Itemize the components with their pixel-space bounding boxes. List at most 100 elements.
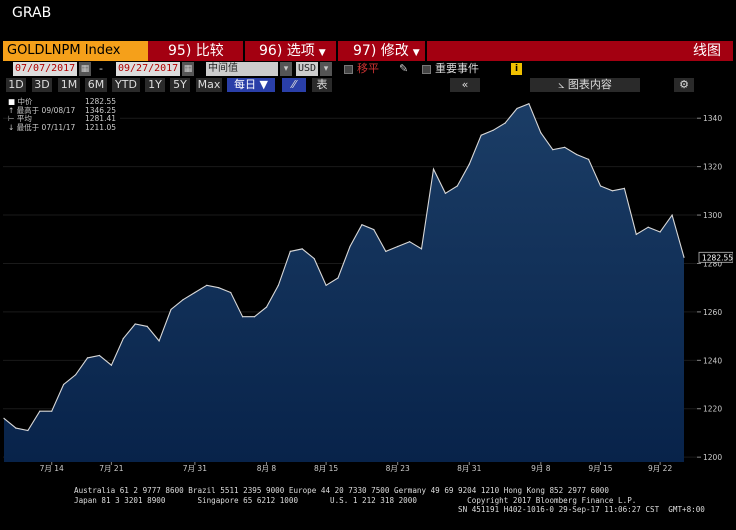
data-point	[349, 245, 351, 248]
x-tick-label: 7月 14	[40, 464, 64, 473]
y-tick-label: 1260	[703, 308, 722, 317]
data-point	[540, 132, 542, 134]
chevron-down-icon[interactable]: ▾	[280, 62, 292, 76]
modify-menu[interactable]: 97) 修改 ▼	[353, 41, 420, 61]
data-point	[444, 192, 446, 194]
data-point	[182, 299, 184, 301]
chart-panel: 1200 1220 1240 1260 1280 1300 1320 1340 1282.55 …	[3, 94, 734, 481]
period-6m-button[interactable]: 6M	[85, 78, 107, 92]
legend-value: 1282.55	[84, 97, 116, 106]
chart-content-button[interactable]: ⦣ 图表内容	[530, 78, 640, 92]
events-label: 重要事件	[435, 62, 479, 75]
data-point	[516, 107, 518, 110]
period-1y-button[interactable]: 1Y	[145, 78, 165, 92]
data-point	[27, 429, 29, 432]
currency-select[interactable]: USD	[296, 62, 318, 76]
gear-icon[interactable]: ⚙	[674, 78, 694, 92]
y-tick-label: 1220	[703, 405, 722, 414]
data-point	[265, 306, 268, 308]
period-max-button[interactable]: Max	[196, 78, 222, 92]
chevron-down-icon[interactable]: ▾	[320, 62, 332, 76]
x-tick-label: 7月 31	[183, 464, 207, 473]
price-field-select[interactable]: 中间值	[206, 62, 278, 76]
modify-menu-label: 97) 修改	[353, 43, 409, 59]
legend-label: 中价	[17, 97, 33, 106]
pencil-icon[interactable]: ✎	[399, 62, 409, 75]
data-point	[635, 233, 637, 235]
price-area	[4, 103, 684, 462]
data-point	[289, 250, 291, 252]
data-point	[373, 229, 375, 231]
data-point	[385, 250, 387, 252]
date-dash: -	[99, 62, 103, 75]
collapse-icon[interactable]: «	[450, 78, 480, 92]
data-point	[528, 103, 530, 105]
table-button[interactable]: 表	[312, 78, 332, 92]
legend-square-icon: ■	[8, 97, 16, 106]
data-point	[659, 231, 661, 233]
period-ytd-button[interactable]: YTD	[112, 78, 140, 92]
data-point	[39, 410, 41, 412]
menu-divider	[336, 41, 338, 61]
footer-contacts: Australia 61 2 9777 8600 Brazil 5511 239…	[74, 486, 609, 495]
data-point	[301, 248, 303, 250]
frequency-select[interactable]: 每日 ▼	[227, 78, 275, 92]
data-point	[432, 168, 435, 170]
smooth-checkbox[interactable]	[344, 65, 353, 74]
header-bar: GOLDLNPM Index 95) 比较 96) 选项 ▼ 97) 修改 ▼ 线图	[3, 41, 733, 61]
line-chart-icon[interactable]: ⁄⁄	[282, 78, 306, 92]
data-point	[51, 410, 53, 412]
chart-legend: ■ 中价 1282.55 ↑ 最高于 09/08/17 1346.25 ⊢ 平均 12…	[8, 97, 120, 140]
compare-menu[interactable]: 95) 比较	[168, 41, 224, 61]
data-point	[361, 224, 363, 226]
data-point	[15, 427, 17, 429]
data-point	[3, 417, 5, 419]
calendar-icon[interactable]: ▦	[79, 62, 91, 76]
data-point	[146, 325, 148, 327]
data-point	[647, 226, 649, 228]
options-menu[interactable]: 96) 选项 ▼	[259, 41, 326, 61]
events-checkbox[interactable]	[422, 65, 431, 74]
start-date-field[interactable]: 07/07/2017	[13, 62, 77, 76]
legend-label: 平均	[16, 114, 32, 123]
x-tick-label: 8月 15	[314, 464, 338, 473]
period-1d-button[interactable]: 1D	[6, 78, 26, 92]
data-point	[122, 337, 124, 340]
legend-item: ↑ 最高于 09/08/17 1346.25	[8, 105, 116, 115]
data-point	[611, 190, 614, 192]
options-menu-label: 96) 选项	[259, 43, 315, 59]
menu-divider	[425, 41, 427, 61]
y-tick-label: 1280	[703, 259, 722, 268]
y-tick-label: 1320	[703, 163, 722, 172]
x-tick-label: 9月 15	[588, 464, 612, 473]
info-icon[interactable]: i	[511, 63, 522, 75]
data-point	[671, 214, 673, 216]
data-point	[456, 185, 458, 187]
window-title: GRAB	[12, 5, 52, 21]
legend-item: ↓ 最低于 07/11/17 1211.05	[8, 122, 116, 132]
period-5y-button[interactable]: 5Y	[170, 78, 190, 92]
data-point	[683, 256, 685, 258]
calendar-icon[interactable]: ▦	[182, 62, 194, 76]
y-tick-label: 1200	[703, 453, 722, 462]
footer-session: SN 451191 H402-1016-0 29-Sep-17 11:06:27…	[458, 505, 705, 514]
end-date-field[interactable]: 09/27/2017	[116, 62, 180, 76]
chart-type-label[interactable]: 线图	[693, 43, 721, 59]
price-chart: 120012201240126012801300132013401282.55 …	[3, 94, 734, 481]
chart-icon: ⦣	[558, 78, 565, 91]
data-point	[420, 248, 423, 250]
data-point	[158, 340, 160, 342]
ticker-field[interactable]: GOLDLNPM Index	[3, 41, 148, 61]
data-point	[242, 316, 244, 318]
data-point	[75, 374, 77, 376]
x-tick-label: 7月 21	[99, 464, 123, 473]
period-3d-button[interactable]: 3D	[32, 78, 52, 92]
data-point	[98, 354, 100, 357]
data-point	[313, 258, 315, 260]
footer-copyright: Japan 81 3 3201 8900 Singapore 65 6212 1…	[74, 495, 637, 505]
data-point	[576, 153, 578, 156]
period-1m-button[interactable]: 1M	[58, 78, 80, 92]
legend-label: 最高于 09/08/17	[16, 105, 76, 115]
data-point	[134, 323, 136, 325]
legend-item: ⊢ 平均 1281.41	[8, 114, 116, 123]
